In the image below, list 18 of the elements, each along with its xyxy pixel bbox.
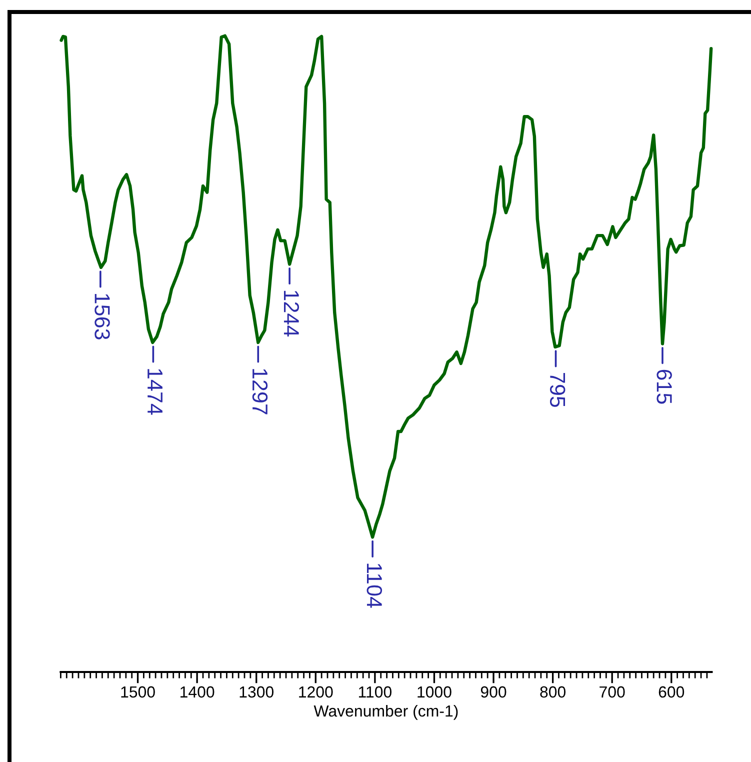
annotation: 1474 <box>148 369 162 415</box>
x-tick-label: 1300 <box>240 686 274 698</box>
x-tick-label: 1000 <box>418 686 452 698</box>
x-tick-label: 1400 <box>180 686 214 698</box>
annotation: 1297 <box>252 369 268 414</box>
x-tick-label: 800 <box>540 686 566 698</box>
x-tick-label: 1200 <box>299 686 333 698</box>
x-axis-title: Wavenumber (cm-1) <box>314 704 458 720</box>
x-tick-label: 700 <box>600 686 625 698</box>
annotation: 1563 <box>94 294 110 340</box>
x-tick-label: 1100 <box>358 686 392 698</box>
annotation: 1104 <box>366 564 382 608</box>
annotation: 795 <box>550 373 566 407</box>
x-tick-label: 900 <box>480 686 506 698</box>
x-tick-label: 1500 <box>121 686 155 698</box>
annotation: 1244 <box>284 290 300 336</box>
annotation: 615 <box>656 370 672 404</box>
x-tick-label: 600 <box>658 686 684 698</box>
